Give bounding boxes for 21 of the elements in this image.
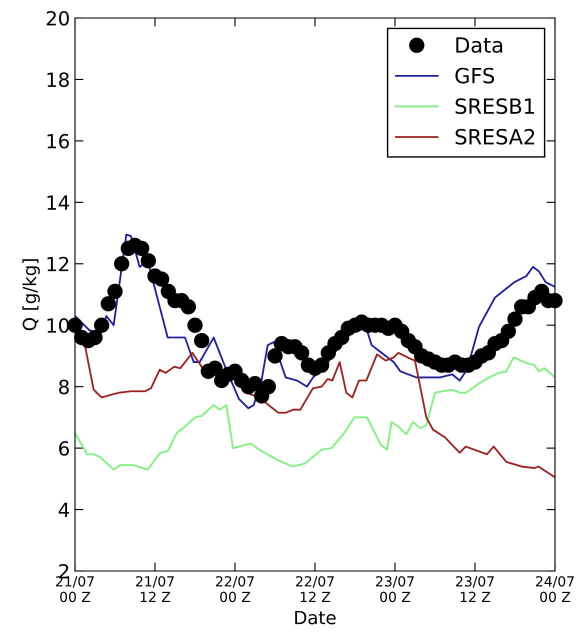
y-tick-label: 6 [59,441,69,456]
y-tick-label: 16 [48,134,69,149]
legend-label: Data [456,37,502,53]
x-tick-label: 21/07 12 Z [136,576,174,602]
y-tick-label: 18 [48,72,69,88]
x-tick-label: 22/07 12 Z [296,576,334,602]
x-tick-label: 21/07 00 Z [56,576,94,602]
y-axis-title: Q [g/kg] [22,259,40,330]
x-tick-label: 24/07 00 Z [536,576,574,602]
y-tick-label: 20 [46,10,69,26]
y-tick-label: 14 [48,196,70,210]
legend-label: GFS [455,68,494,84]
y-tick-label: 8 [59,380,69,394]
x-tick-label: 23/07 12 Z [456,576,494,602]
x-tick-label: 22/07 00 Z [216,576,254,602]
y-tick-label: 12 [48,256,68,272]
legend-label: SRESB1 [456,98,534,114]
x-axis-title: Date [295,610,336,624]
y-tick-label: 4 [58,502,70,517]
legend-label: SRESA2 [456,128,534,145]
x-tick-label: 23/07 00 Z [376,576,414,602]
